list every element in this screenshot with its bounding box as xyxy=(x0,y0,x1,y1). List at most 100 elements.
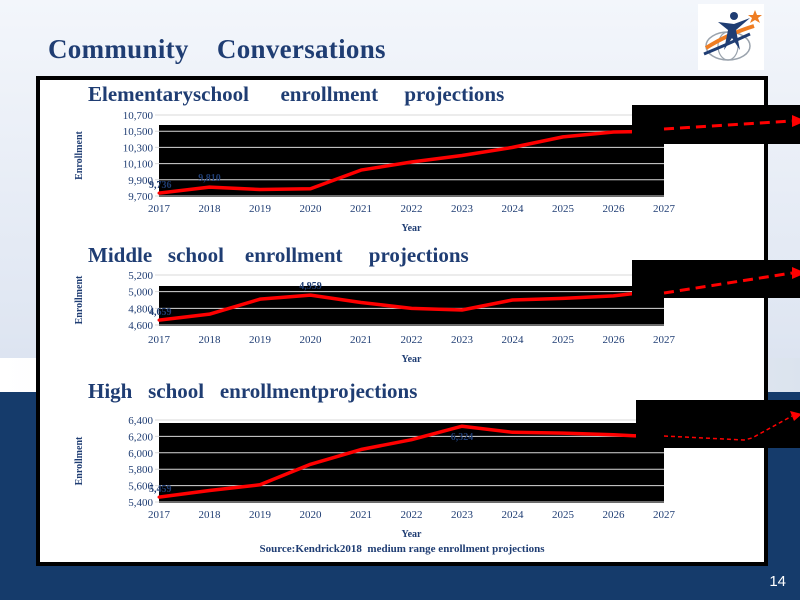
x-tick-label: 2026 xyxy=(603,203,626,215)
x-tick-label: 2021 xyxy=(350,509,372,521)
projection-box xyxy=(632,260,800,298)
slide-title: Community Conversations xyxy=(48,34,386,64)
projection-arrowhead xyxy=(792,267,800,279)
data-point xyxy=(561,135,565,139)
x-tick-label: 2017 xyxy=(148,334,171,346)
middle-chart-title: Middle school enrollment projections xyxy=(88,243,469,267)
x-tick-label: 2023 xyxy=(451,203,474,215)
data-point xyxy=(258,297,262,301)
x-tick-label: 2027 xyxy=(653,509,676,521)
high-enrollment-chart: 5,400 5,600 5,800 6,000 6,200 6,400 2017 2018 20… xyxy=(74,400,800,540)
y-tick-label: 10,700 xyxy=(123,110,154,122)
y-tick-label: 4,800 xyxy=(128,303,153,315)
projection-arrowhead xyxy=(792,115,800,127)
x-tick-label: 2017 xyxy=(148,203,171,215)
x-tick-label: 2026 xyxy=(603,334,626,346)
data-point xyxy=(511,430,514,434)
x-tick-label: 2021 xyxy=(350,203,372,215)
y-tick-label: 10,300 xyxy=(123,142,154,154)
data-point xyxy=(511,298,514,302)
x-tick-label: 2027 xyxy=(653,203,676,215)
data-point xyxy=(157,495,161,499)
data-point xyxy=(157,318,161,322)
data-point xyxy=(309,462,312,466)
y-tick-label: 5,000 xyxy=(128,287,153,299)
data-point xyxy=(208,185,211,189)
y-tick-label: 9,700 xyxy=(128,191,153,203)
data-label: 4,959 xyxy=(299,281,322,292)
data-label: 6,324 xyxy=(451,432,474,443)
data-label: 4,659 xyxy=(149,307,172,318)
projection-box xyxy=(636,400,800,448)
x-tick-label: 2017 xyxy=(148,509,171,521)
x-tick-label: 2022 xyxy=(401,509,423,521)
data-point xyxy=(410,306,413,310)
data-point xyxy=(258,483,262,487)
x-tick-label: 2024 xyxy=(502,509,525,521)
y-tick-label: 4,600 xyxy=(128,320,153,332)
high-chart-title: High school enrollmentprojections xyxy=(88,379,418,403)
y-tick-label: 9,900 xyxy=(128,175,153,187)
x-tick-label: 2022 xyxy=(401,334,423,346)
data-point xyxy=(208,489,211,493)
y-tick-label: 6,200 xyxy=(128,431,153,443)
y-tick-label: 10,500 xyxy=(123,126,154,138)
y-axis-label: Enrollment xyxy=(74,275,85,324)
projection-arrowhead xyxy=(790,411,800,421)
data-label: 9,810 xyxy=(198,173,221,184)
data-point xyxy=(460,154,464,157)
x-tick-label: 2019 xyxy=(249,509,272,521)
x-tick-label: 2021 xyxy=(350,334,372,346)
y-axis-label: Enrollment xyxy=(74,436,85,485)
data-point xyxy=(157,191,161,195)
x-tick-label: 2022 xyxy=(401,203,423,215)
y-tick-label: 5,600 xyxy=(128,481,153,493)
y-axis-label: Enrollment xyxy=(74,130,85,179)
data-point xyxy=(309,293,312,297)
projection-arrow-line xyxy=(663,271,793,295)
data-point xyxy=(410,160,413,164)
projection-arrow-line xyxy=(663,119,793,131)
x-tick-label: 2024 xyxy=(502,334,525,346)
data-point xyxy=(309,187,312,191)
x-tick-label: 2026 xyxy=(603,509,626,521)
data-point xyxy=(359,168,363,172)
x-axis-label: Year xyxy=(402,223,423,234)
elementary-enrollment-chart: 9,700 9,900 10,100 10,300 10,500 10,700 2017 20… xyxy=(74,105,800,234)
y-tick-label: 6,000 xyxy=(128,448,153,460)
x-tick-label: 2018 xyxy=(199,509,222,521)
logo-icon xyxy=(698,4,764,70)
x-axis-label: Year xyxy=(402,354,423,365)
data-point xyxy=(511,145,514,149)
data-point xyxy=(612,433,615,437)
data-point xyxy=(561,431,565,435)
data-point xyxy=(612,130,615,134)
source-note: Source:Kendrick2018 medium range enrollm… xyxy=(259,543,545,555)
data-point xyxy=(208,312,211,316)
x-tick-label: 2025 xyxy=(552,203,575,215)
y-tick-label: 5,400 xyxy=(128,497,153,509)
data-point xyxy=(258,188,262,192)
data-label: 9,736 xyxy=(149,180,172,191)
x-tick-label: 2018 xyxy=(199,203,222,215)
y-tick-label: 6,400 xyxy=(128,415,153,427)
x-tick-label: 2027 xyxy=(653,334,676,346)
x-tick-label: 2019 xyxy=(249,203,272,215)
elementary-chart-title: Elementaryschool enrollment projections xyxy=(88,82,505,106)
y-tick-label: 10,100 xyxy=(123,159,154,171)
y-tick-label: 5,800 xyxy=(128,464,153,476)
x-tick-label: 2018 xyxy=(199,334,222,346)
plot-backing xyxy=(159,286,664,326)
page-number: 14 xyxy=(769,573,786,590)
data-point xyxy=(359,448,363,452)
data-label: 5,459 xyxy=(149,484,172,495)
y-tick-label: 5,200 xyxy=(128,270,153,282)
x-tick-label: 2020 xyxy=(300,203,323,215)
x-tick-label: 2024 xyxy=(502,203,525,215)
x-tick-label: 2020 xyxy=(300,509,323,521)
middle-enrollment-chart: 4,600 4,800 5,000 5,200 2017 2018 2019 2020 2021… xyxy=(74,260,800,365)
data-point xyxy=(561,296,565,300)
x-tick-label: 2020 xyxy=(300,334,323,346)
x-tick-label: 2023 xyxy=(451,509,474,521)
data-point xyxy=(359,301,363,304)
